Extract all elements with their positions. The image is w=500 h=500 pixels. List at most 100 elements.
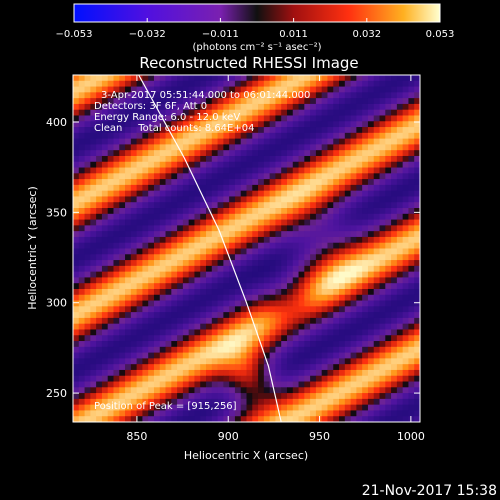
- colorbar: [73, 3, 441, 23]
- heatmap-cell: [194, 404, 201, 411]
- heatmap-cell: [402, 323, 409, 330]
- heatmap-cell: [414, 364, 420, 371]
- heatmap-cell: [269, 196, 276, 203]
- heatmap-cell: [310, 196, 317, 203]
- heatmap-cell: [408, 92, 415, 99]
- heatmap-cell: [344, 271, 351, 278]
- heatmap-cell: [107, 155, 114, 163]
- heatmap-cell: [136, 306, 143, 313]
- heatmap-cell: [315, 329, 323, 336]
- heatmap-cell: [153, 364, 161, 371]
- heatmap-cell: [263, 109, 271, 116]
- heatmap-cell: [211, 381, 218, 388]
- heatmap-cell: [339, 236, 346, 244]
- heatmap-cell: [327, 109, 334, 116]
- heatmap-cell: [153, 92, 161, 99]
- heatmap-cell: [182, 306, 190, 313]
- heatmap-cell: [194, 225, 201, 232]
- heatmap-cell: [367, 277, 375, 284]
- heatmap-cell: [177, 404, 184, 411]
- heatmap-cell: [252, 80, 259, 87]
- heatmap-cell: [142, 144, 149, 151]
- heatmap-cell: [136, 150, 143, 157]
- heatmap-cell: [292, 398, 299, 406]
- heatmap-cell: [391, 393, 398, 400]
- heatmap-cell: [396, 364, 404, 371]
- heatmap-cell: [113, 225, 120, 232]
- heatmap-cell: [344, 144, 351, 151]
- heatmap-cell: [153, 179, 161, 186]
- heatmap-cell: [258, 288, 265, 296]
- heatmap-cell: [125, 75, 132, 82]
- heatmap-cell: [286, 398, 294, 406]
- heatmap-cell: [408, 121, 415, 128]
- heatmap-cell: [229, 283, 236, 290]
- heatmap-cell: [217, 248, 224, 255]
- heatmap-cell: [350, 393, 357, 400]
- heatmap-cell: [107, 184, 114, 192]
- heatmap-cell: [182, 219, 190, 226]
- heatmap-cell: [263, 410, 271, 417]
- heatmap-cell: [130, 231, 138, 238]
- heatmap-cell: [119, 294, 126, 301]
- heatmap-cell: [246, 329, 253, 336]
- heatmap-cell: [408, 260, 415, 267]
- heatmap-cell: [414, 242, 420, 249]
- heatmap-cell: [217, 75, 224, 82]
- heatmap-cell: [188, 300, 195, 307]
- heatmap-cell: [153, 404, 161, 411]
- heatmap-cell: [414, 132, 420, 140]
- heatmap-cell: [206, 323, 213, 330]
- heatmap-cell: [240, 179, 247, 186]
- heatmap-cell: [234, 213, 242, 220]
- heatmap-cell: [159, 364, 166, 371]
- heatmap-cell: [165, 231, 172, 238]
- heatmap-cell: [310, 375, 317, 382]
- heatmap-cell: [188, 294, 195, 301]
- heatmap-cell: [234, 416, 242, 422]
- heatmap-cell: [200, 317, 207, 325]
- heatmap-cell: [408, 219, 415, 226]
- heatmap-cell: [182, 364, 190, 371]
- heatmap-cell: [408, 416, 415, 422]
- heatmap-cell: [223, 225, 230, 232]
- heatmap-cell: [171, 300, 178, 307]
- heatmap-cell: [339, 98, 346, 105]
- heatmap-cell: [408, 115, 415, 122]
- heatmap-cell: [385, 138, 392, 145]
- heatmap-cell: [240, 283, 247, 290]
- heatmap-cell: [333, 381, 340, 388]
- heatmap-cell: [414, 260, 420, 267]
- heatmap-cell: [333, 213, 340, 220]
- heatmap-cell: [90, 381, 97, 388]
- heatmap-cell: [211, 346, 218, 353]
- heatmap-cell: [275, 132, 282, 140]
- heatmap-cell: [298, 381, 305, 388]
- heatmap-cell: [159, 300, 166, 307]
- heatmap-cell: [344, 375, 351, 382]
- heatmap-cell: [321, 80, 328, 87]
- heatmap-cell: [391, 190, 398, 197]
- y-tick-label: 350: [46, 206, 67, 219]
- heatmap-cell: [263, 341, 271, 348]
- heatmap-cell: [171, 381, 178, 388]
- heatmap-cell: [367, 312, 375, 319]
- heatmap-cell: [194, 144, 201, 151]
- heatmap-cell: [327, 80, 334, 87]
- heatmap-cell: [367, 410, 375, 417]
- heatmap-cell: [402, 283, 409, 290]
- heatmap-cell: [310, 369, 317, 377]
- heatmap-cell: [217, 288, 224, 296]
- heatmap-cell: [362, 364, 369, 371]
- heatmap-cell: [391, 369, 398, 377]
- heatmap-cell: [90, 398, 97, 406]
- heatmap-cell: [73, 254, 80, 261]
- heatmap-cell: [321, 231, 328, 238]
- heatmap-cell: [125, 202, 132, 209]
- heatmap-cell: [367, 300, 375, 307]
- heatmap-cell: [350, 202, 357, 209]
- heatmap-cell: [391, 260, 398, 267]
- heatmap-cell: [339, 317, 346, 325]
- heatmap-cell: [107, 248, 114, 255]
- heatmap-cell: [107, 167, 114, 174]
